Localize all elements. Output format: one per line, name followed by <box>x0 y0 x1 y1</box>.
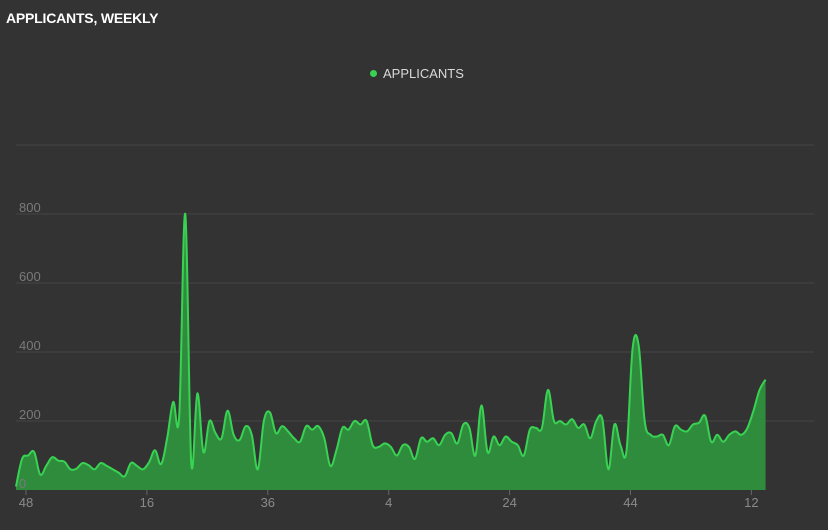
y-tick-label: 400 <box>19 338 41 353</box>
x-tick-label: 36 <box>261 495 275 510</box>
x-tick-label: 4 <box>385 495 392 510</box>
legend-label: APPLICANTS <box>383 66 464 81</box>
y-tick-label: 200 <box>19 407 41 422</box>
x-tick-label: 44 <box>623 495 637 510</box>
legend-marker-icon <box>370 70 377 77</box>
x-tick-label: 24 <box>502 495 516 510</box>
y-axis-ticks: 0 200 400 600 800 <box>19 200 41 491</box>
chart-legend[interactable]: APPLICANTS <box>370 66 464 81</box>
chart-title: APPLICANTS, WEEKLY <box>6 10 159 26</box>
x-tick-label: 12 <box>744 495 758 510</box>
series-area <box>15 212 767 490</box>
grid-lines <box>16 144 814 422</box>
y-tick-label: 600 <box>19 269 41 284</box>
x-tick-label: 48 <box>19 495 33 510</box>
x-axis-ticks: 48 16 36 4 24 44 12 <box>19 490 759 510</box>
x-tick-label: 16 <box>140 495 154 510</box>
y-tick-label: 0 <box>19 476 26 491</box>
y-tick-label: 800 <box>19 200 41 215</box>
series-line[interactable] <box>15 212 767 487</box>
area-fill <box>16 213 766 490</box>
